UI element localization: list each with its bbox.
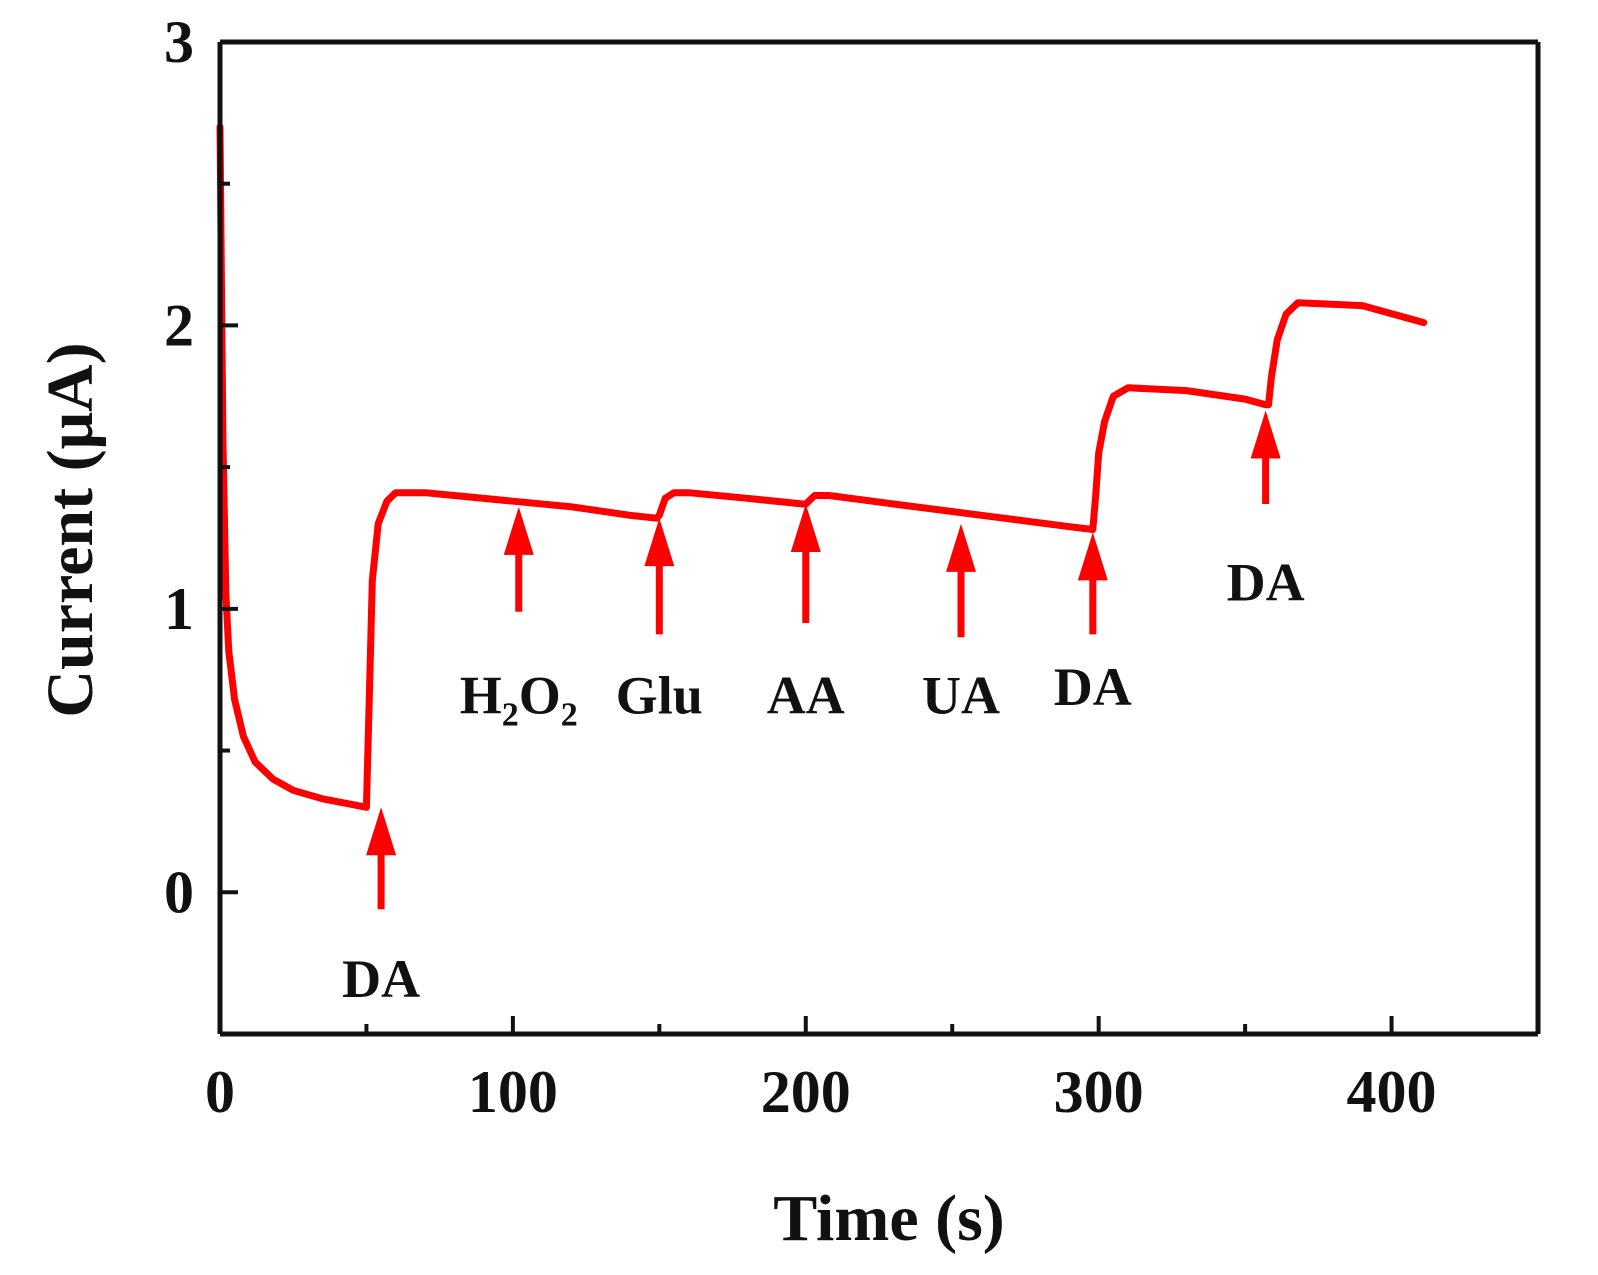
annotation-ua: UA [922,523,1000,726]
arrow-head [1250,410,1281,459]
annotation-label: DA [1227,552,1305,612]
annotation-label: AA [767,666,845,726]
arrow-head [503,506,534,555]
annotation-aa: AA [767,503,845,726]
annotation-glu: Glu [616,518,703,726]
annotations: DA H2O2 Glu AA UA DA DA [342,410,1305,1009]
arrow-head [366,807,397,856]
annotation-h2o2: H2O2 [460,506,578,734]
y-axis-title: Current (μA) [34,342,107,717]
y-tick-label: 1 [164,576,194,642]
annotation-label: UA [922,666,1000,726]
arrow-head [644,518,675,567]
y-tick-label: 3 [164,9,194,75]
x-tick-label: 300 [1054,1059,1144,1125]
annotation-label: DA [342,949,420,1009]
x-tick-label: 200 [761,1059,851,1125]
annotation-da-1: DA [342,807,420,1009]
x-tick-label: 0 [205,1059,235,1125]
x-tick-label: 100 [468,1059,558,1125]
annotation-label: H2O2 [460,666,578,734]
y-tick-label: 2 [164,292,194,358]
y-tick-label: 0 [164,859,194,925]
x-axis-title: Time (s) [773,1182,1005,1255]
data-series-line [216,123,1428,811]
x-tick-label: 400 [1347,1059,1437,1125]
arrow-head [790,503,821,552]
plot-area [216,123,1428,811]
annotation-da-2: DA [1054,532,1132,717]
axes: 0 100 200 300 400 0 1 2 3 [164,9,1541,1125]
annotation-label: DA [1054,657,1132,717]
annotation-da-3: DA [1227,410,1305,612]
annotation-label: Glu [616,666,703,726]
arrow-head [946,523,977,572]
arrow-head [1077,532,1108,581]
